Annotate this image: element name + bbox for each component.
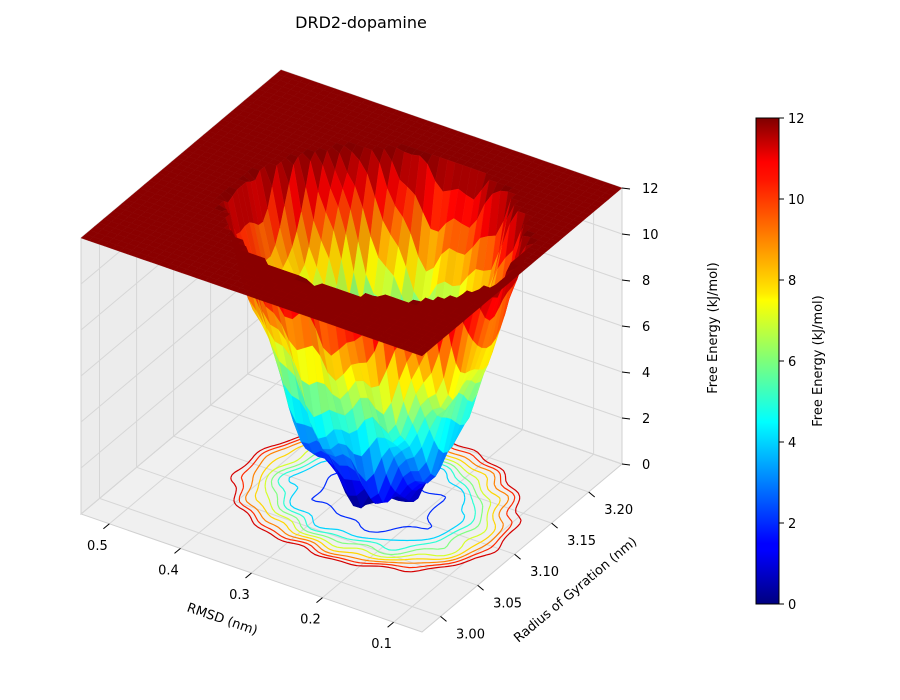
colorbar-tick-label: 10 bbox=[788, 193, 805, 208]
z-tick-label: 8 bbox=[642, 274, 650, 289]
grid-z bbox=[80, 299, 282, 469]
y-tick-label: 3.20 bbox=[604, 503, 633, 518]
colorbar-tick-label: 2 bbox=[788, 517, 796, 532]
x-tick-label: 0.3 bbox=[229, 588, 250, 603]
axis-lines bbox=[103, 187, 631, 628]
z-tick-mark bbox=[621, 463, 631, 466]
x-tick-mark bbox=[174, 548, 181, 554]
y-tick-mark bbox=[588, 491, 596, 498]
grid-y bbox=[99, 497, 441, 617]
colorbar-tick-label: 8 bbox=[788, 274, 796, 289]
z-tick-mark bbox=[621, 371, 631, 374]
x-tick-mark bbox=[245, 572, 252, 579]
colorbar-tick-label: 6 bbox=[788, 355, 796, 370]
grid-y bbox=[173, 435, 515, 555]
y-tick-mark bbox=[514, 553, 521, 560]
colorbar-label: Free Energy (kJ/mol) bbox=[811, 295, 826, 426]
y-tick-mark bbox=[440, 616, 447, 622]
z-tick-label: 12 bbox=[642, 182, 659, 197]
chart-title: DRD2-dopamine bbox=[295, 13, 427, 32]
surface-patch bbox=[413, 349, 427, 357]
colorbar-gradient bbox=[755, 117, 780, 605]
colorbar: 0 2 4 6 8 10 12 Free Energy (kJ/mol) bbox=[755, 112, 826, 613]
axes-3d: 0.1 0.2 0.3 0.4 0.5 3.00 3.05 3.10 3.15 3.20 0 2 4 6 8… bbox=[80, 68, 721, 652]
x-tick-mark bbox=[316, 597, 323, 603]
colorbar-tick-label: 0 bbox=[788, 598, 796, 613]
y-tick-mark bbox=[551, 522, 558, 529]
y-tick-label: 3.00 bbox=[456, 627, 485, 642]
z-tick-label: 10 bbox=[642, 228, 659, 243]
energy-surface bbox=[80, 69, 623, 509]
z-tick-label: 2 bbox=[642, 412, 650, 427]
z-tick-mark bbox=[621, 417, 631, 420]
z-tick-label: 0 bbox=[642, 458, 650, 473]
y-tick-label: 3.10 bbox=[530, 565, 559, 580]
y-tick-label: 3.15 bbox=[567, 534, 596, 549]
x-tick-label: 0.2 bbox=[300, 613, 321, 628]
x-tick-label: 0.5 bbox=[87, 539, 108, 554]
y-tick-mark bbox=[477, 584, 484, 591]
z-tick-mark bbox=[621, 325, 631, 328]
x-tick-label: 0.4 bbox=[158, 563, 179, 578]
z-axis-label: Free Energy (kJ/mol) bbox=[706, 262, 721, 393]
z-tick-mark bbox=[621, 187, 631, 190]
y-axis-label: Radius of Gyration (nm) bbox=[511, 535, 640, 646]
z-tick-label: 4 bbox=[642, 366, 650, 381]
colorbar-tick-label: 12 bbox=[788, 112, 805, 127]
y-tick-label: 3.05 bbox=[493, 596, 522, 611]
x-tick-mark bbox=[103, 523, 110, 530]
contour-line bbox=[270, 443, 484, 556]
colorbar-tick-label: 4 bbox=[788, 436, 796, 451]
z-tick-mark bbox=[621, 233, 631, 236]
x-tick-label: 0.1 bbox=[371, 637, 392, 652]
grid-z bbox=[80, 345, 282, 515]
colorbar-ticks: 0 2 4 6 8 10 12 bbox=[779, 112, 805, 613]
x-tick-mark bbox=[387, 621, 394, 628]
grid-y bbox=[136, 466, 478, 586]
z-tick-label: 6 bbox=[642, 320, 650, 335]
z-tick-mark bbox=[621, 279, 631, 282]
x-axis-label: RMSD (nm) bbox=[185, 601, 260, 639]
